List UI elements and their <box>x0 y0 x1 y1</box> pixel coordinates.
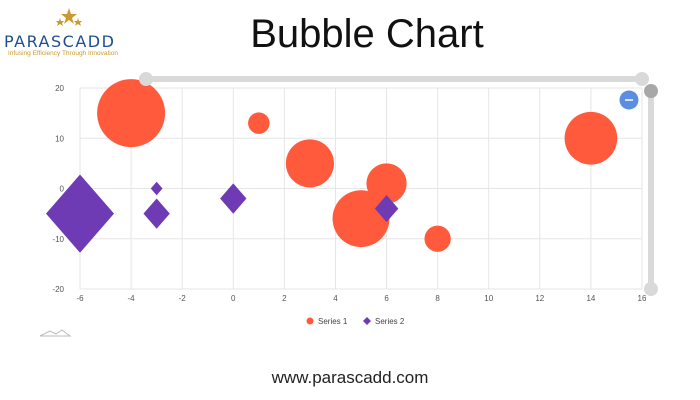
logo-tagline: Infusing Efficiency Through Innovation <box>8 50 118 57</box>
x-tick-label: -2 <box>179 294 187 303</box>
scrollbar-top-handle[interactable] <box>644 84 658 98</box>
legend-label-series-1: Series 1 <box>318 317 348 326</box>
x-tick-label: -4 <box>128 294 136 303</box>
vertical-scrollbar[interactable] <box>644 84 658 296</box>
zoom-out-button[interactable] <box>619 90 639 110</box>
bubble-series-2-point-5[interactable] <box>374 195 399 223</box>
x-tick-label: 6 <box>384 294 389 303</box>
page-title: Bubble Chart <box>250 12 484 56</box>
x-tick-label: 14 <box>586 294 595 303</box>
bubble-series-1-point-1[interactable] <box>97 79 166 148</box>
logo-wordmark: PARASCADD <box>4 32 116 51</box>
x-tick-label: 8 <box>435 294 440 303</box>
legend-marker-series-1 <box>306 317 314 325</box>
bubble-series-1-point-2[interactable] <box>248 112 270 134</box>
company-logo: PARASCADD Infusing Efficiency Through In… <box>2 4 130 57</box>
chart-marks <box>46 79 618 253</box>
horizontal-scrollbar[interactable] <box>139 72 649 86</box>
scrollbar-end-handle[interactable] <box>635 72 649 86</box>
legend: Series 1 Series 2 <box>306 317 405 326</box>
bubble-series-1-point-6[interactable] <box>424 225 451 252</box>
bubble-series-1-point-4[interactable] <box>332 190 390 248</box>
star-icon <box>56 8 82 26</box>
x-tick-label: 2 <box>282 294 287 303</box>
bubble-series-2-point-3[interactable] <box>143 198 170 229</box>
y-tick-label: 10 <box>55 134 64 143</box>
x-tick-label: 4 <box>333 294 338 303</box>
bubble-series-1-point-7[interactable] <box>564 111 618 165</box>
bubble-series-1-point-3[interactable] <box>285 139 334 188</box>
x-tick-label: 0 <box>231 294 236 303</box>
y-tick-label: -20 <box>52 285 64 294</box>
chart-watermark-icon <box>39 329 72 337</box>
x-tick-label: 16 <box>638 294 647 303</box>
y-tick-label: 0 <box>60 185 65 194</box>
bubble-series-2-point-2[interactable] <box>150 181 163 196</box>
y-tick-label: -10 <box>52 235 64 244</box>
scrollbar-start-handle[interactable] <box>139 72 153 86</box>
legend-marker-series-2 <box>363 317 371 325</box>
footer-url: www.parascadd.com <box>271 368 429 387</box>
x-tick-label: 12 <box>535 294 544 303</box>
y-tick-label: 20 <box>55 84 64 93</box>
bubble-series-2-point-4[interactable] <box>220 183 247 214</box>
bubble-series-2-point-1[interactable] <box>46 174 114 253</box>
scrollbar-bottom-handle[interactable] <box>644 282 658 296</box>
x-tick-label: -6 <box>76 294 84 303</box>
legend-label-series-2: Series 2 <box>375 317 405 326</box>
x-tick-label: 10 <box>484 294 493 303</box>
bubble-series-1-point-5[interactable] <box>366 163 407 204</box>
